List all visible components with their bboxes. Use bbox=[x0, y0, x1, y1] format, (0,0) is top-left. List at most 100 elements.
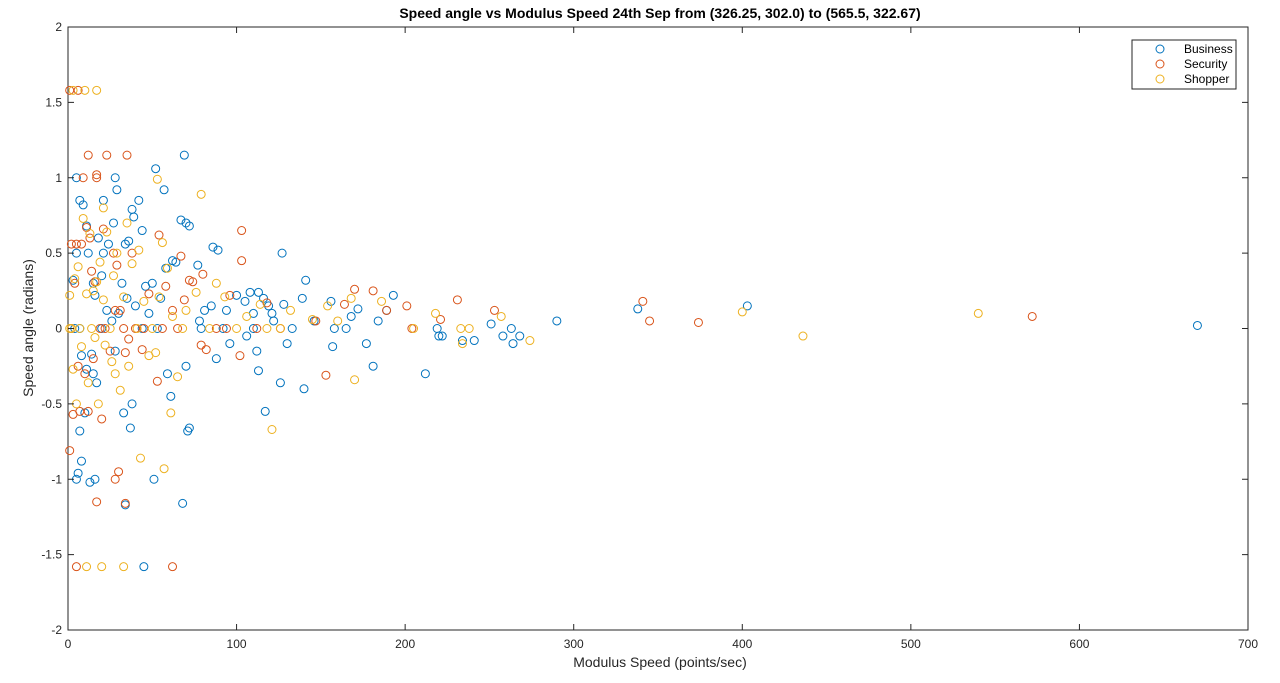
data-point bbox=[75, 195, 85, 205]
data-point bbox=[286, 305, 296, 315]
data-point bbox=[645, 316, 655, 326]
data-point bbox=[82, 562, 92, 572]
data-point bbox=[737, 307, 747, 317]
data-point bbox=[168, 305, 178, 315]
data-point bbox=[161, 281, 171, 291]
data-point bbox=[71, 562, 81, 572]
data-point bbox=[262, 324, 272, 333]
data-point bbox=[83, 248, 93, 258]
y-tick-label: -1.5 bbox=[41, 548, 62, 562]
data-point bbox=[368, 286, 378, 296]
data-point bbox=[333, 316, 343, 326]
data-point bbox=[297, 293, 307, 303]
data-point bbox=[87, 349, 97, 359]
data-point bbox=[168, 256, 178, 266]
data-point bbox=[506, 324, 516, 333]
x-tick-label: 200 bbox=[395, 637, 415, 651]
y-tick-label: 2 bbox=[55, 20, 62, 34]
data-point bbox=[110, 173, 120, 183]
x-axis-label: Modulus Speed (points/sec) bbox=[573, 654, 747, 670]
data-point bbox=[100, 340, 110, 350]
data-point bbox=[183, 426, 193, 436]
data-point bbox=[437, 331, 447, 341]
data-point bbox=[633, 304, 643, 314]
data-point bbox=[151, 164, 161, 174]
legend-entry: Security bbox=[1184, 57, 1227, 71]
data-point bbox=[693, 317, 703, 327]
data-point bbox=[436, 314, 446, 324]
data-point bbox=[90, 474, 100, 484]
data-point bbox=[119, 324, 129, 333]
data-point bbox=[252, 346, 262, 356]
legend-marker bbox=[1155, 44, 1165, 54]
data-points bbox=[65, 85, 1202, 572]
data-point bbox=[103, 239, 113, 249]
data-point bbox=[100, 324, 110, 333]
data-point bbox=[178, 324, 188, 333]
data-point bbox=[115, 305, 125, 315]
data-point bbox=[382, 305, 392, 315]
data-point bbox=[119, 562, 129, 572]
y-tick-label: -0.5 bbox=[41, 397, 62, 411]
data-point bbox=[198, 269, 208, 279]
data-point bbox=[225, 290, 235, 300]
data-point bbox=[321, 370, 331, 380]
data-point bbox=[92, 497, 102, 507]
data-point bbox=[452, 295, 462, 305]
data-point bbox=[144, 289, 154, 299]
data-point bbox=[134, 195, 144, 205]
data-point bbox=[105, 324, 115, 333]
data-point bbox=[134, 245, 144, 255]
data-point bbox=[221, 305, 231, 315]
data-point bbox=[98, 203, 108, 213]
data-point bbox=[194, 316, 204, 326]
data-point bbox=[173, 324, 183, 333]
data-point bbox=[221, 324, 231, 333]
data-point bbox=[350, 375, 360, 385]
x-tick-label: 0 bbox=[65, 637, 72, 651]
x-tick-label: 700 bbox=[1238, 637, 1258, 651]
data-point bbox=[102, 150, 112, 160]
data-point bbox=[78, 213, 88, 223]
data-point bbox=[267, 308, 277, 318]
data-point bbox=[88, 354, 98, 364]
data-point bbox=[137, 226, 147, 236]
x-tick-label: 400 bbox=[732, 637, 752, 651]
data-point bbox=[159, 464, 169, 474]
data-point bbox=[181, 361, 191, 371]
data-point bbox=[124, 361, 134, 371]
data-point bbox=[200, 305, 210, 315]
data-point bbox=[70, 278, 80, 288]
data-point bbox=[66, 239, 76, 249]
data-point bbox=[329, 324, 339, 333]
data-point bbox=[373, 316, 383, 326]
data-point bbox=[80, 85, 90, 95]
data-point bbox=[237, 226, 247, 236]
y-tick-label: -1 bbox=[51, 472, 62, 486]
data-point bbox=[457, 336, 467, 346]
data-point bbox=[368, 361, 378, 371]
y-tick-label: 1 bbox=[55, 171, 62, 185]
data-point bbox=[68, 85, 78, 95]
data-point bbox=[78, 200, 88, 210]
x-tick-label: 300 bbox=[564, 637, 584, 651]
data-point bbox=[208, 242, 218, 252]
data-point bbox=[98, 248, 108, 258]
data-point bbox=[1027, 311, 1037, 321]
y-tick-label: 0 bbox=[55, 322, 62, 336]
data-point bbox=[282, 339, 292, 349]
data-point bbox=[515, 331, 525, 341]
series-security bbox=[65, 85, 1037, 572]
data-point bbox=[277, 248, 287, 258]
data-point bbox=[377, 296, 387, 306]
data-point bbox=[191, 287, 201, 297]
data-point bbox=[469, 336, 479, 346]
data-point bbox=[420, 369, 430, 379]
data-point bbox=[97, 414, 107, 424]
data-point bbox=[73, 262, 83, 272]
data-point bbox=[166, 391, 176, 401]
data-point bbox=[112, 248, 122, 258]
data-point bbox=[235, 351, 245, 361]
